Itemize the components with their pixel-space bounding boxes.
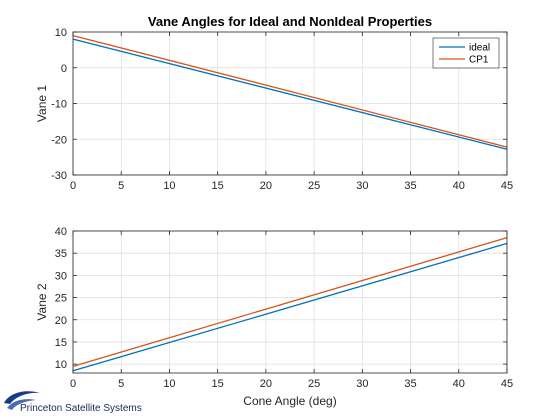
y-tick-label: -10 [51,99,67,111]
x-tick-label: 35 [404,180,416,192]
y-tick-label: 20 [55,315,67,327]
series-line-cp1 [72,237,508,367]
y-tick-label: 25 [55,293,67,305]
y-tick-label: -30 [51,170,67,182]
series-line-ideal [72,242,508,372]
y-axis-label: Vane 1 [35,85,49,122]
brand-name: Princeton Satellite Systems [20,403,142,414]
x-tick-label: 0 [70,180,76,192]
y-tick-label: 40 [55,226,67,238]
x-tick-label: 25 [308,378,320,390]
x-tick-label: 15 [212,180,224,192]
x-tick-label: 5 [118,180,124,192]
x-tick-label: 0 [70,378,76,390]
bottom-axes: 0 5 10 15 20 25 30 35 40 45 10 15 20 25 30 35 40 Vane 2 Co… [35,226,513,408]
x-tick-label: 40 [453,378,465,390]
x-axis-label: Cone Angle (deg) [243,394,336,408]
legend-entry: CP1 [469,55,489,66]
legend-box [432,37,500,69]
x-tick-label: 30 [356,180,368,192]
x-tick-label: 20 [260,180,272,192]
x-tick-label: 40 [453,180,465,192]
x-tick-label: 20 [260,378,272,390]
x-tick-label: 25 [308,180,320,192]
series-line-ideal [72,38,508,150]
y-tick-label: 15 [55,337,67,349]
y-tick-label: 10 [55,359,67,371]
top-axes: 0 5 10 15 20 25 30 35 40 45 -30 -20 -10 0 10 Vane 1 idea… [35,27,513,192]
swoosh-icon [4,391,40,404]
y-tick-label: -20 [51,134,67,146]
figure-title: Vane Angles for Ideal and NonIdeal Prope… [148,14,432,29]
axes-box [72,230,508,374]
y-tick-label: 30 [55,270,67,282]
y-tick-label: 0 [61,63,67,75]
legend-entry: ideal [469,43,490,54]
y-tick-label: 10 [55,27,67,39]
series-line-cp1 [72,34,508,148]
x-tick-label: 15 [212,378,224,390]
swoosh-icon-inner [7,399,36,410]
x-tick-label: 10 [163,180,175,192]
x-tick-label: 5 [118,378,124,390]
x-tick-label: 30 [356,378,368,390]
x-tick-label: 35 [404,378,416,390]
y-axis-label: Vane 2 [35,283,49,320]
y-tick-label: 35 [55,248,67,260]
x-tick-label: 45 [501,180,513,192]
x-tick-label: 10 [163,378,175,390]
brand-logo: Princeton Satellite Systems [4,391,142,414]
x-tick-label: 45 [501,378,513,390]
